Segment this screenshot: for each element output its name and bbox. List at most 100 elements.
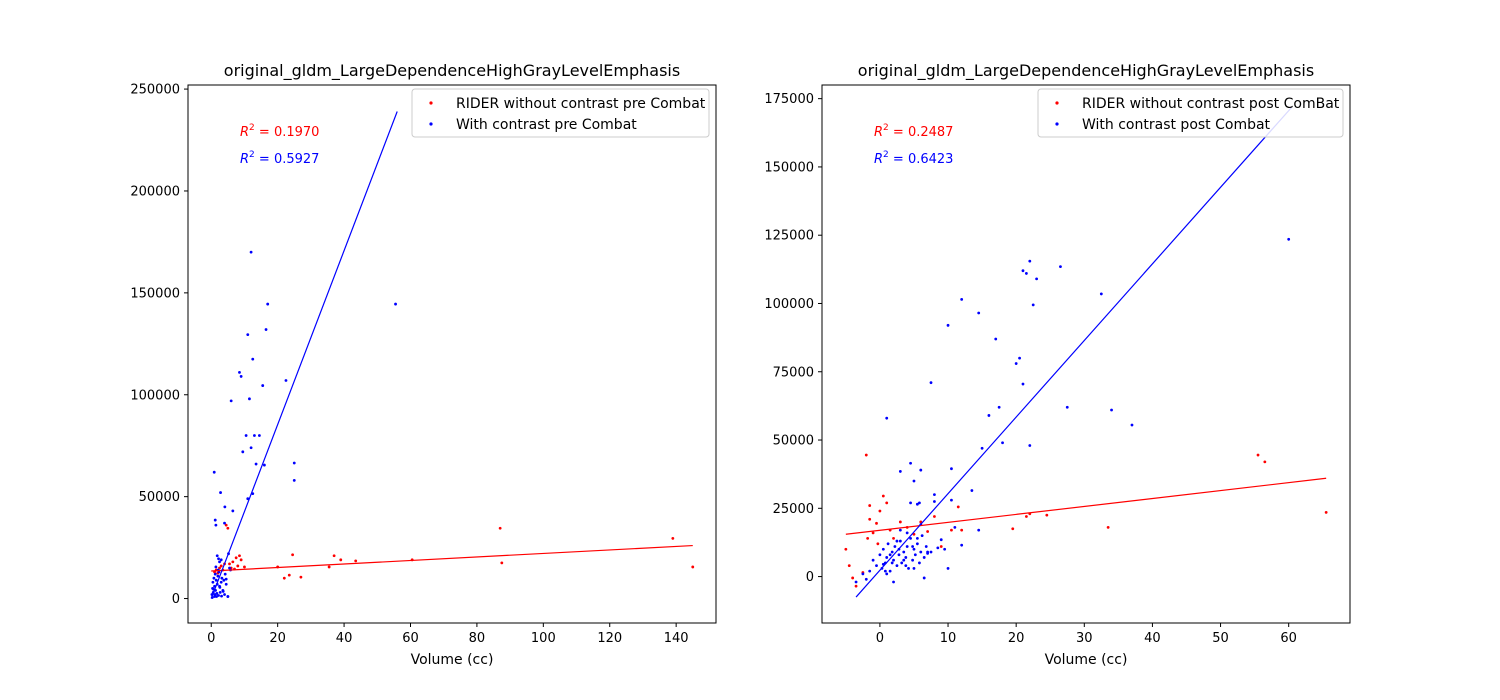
x-tick-label: 40 bbox=[336, 631, 353, 646]
r-squared-annotation: R2 = 0.1970 bbox=[240, 123, 319, 140]
data-point bbox=[980, 446, 984, 450]
data-point bbox=[1021, 269, 1025, 273]
data-point bbox=[888, 569, 892, 573]
data-point bbox=[1018, 356, 1021, 360]
data-point bbox=[212, 576, 216, 580]
data-point bbox=[1021, 382, 1025, 386]
data-point bbox=[905, 545, 909, 548]
data-point bbox=[1035, 277, 1039, 281]
data-point bbox=[915, 542, 919, 546]
data-point bbox=[1059, 265, 1062, 269]
data-point bbox=[919, 550, 923, 554]
y-tick-label: 175000 bbox=[764, 92, 814, 107]
data-point bbox=[220, 576, 224, 580]
data-point bbox=[907, 566, 910, 570]
data-point bbox=[248, 397, 251, 401]
data-point bbox=[1011, 527, 1015, 531]
data-point bbox=[970, 489, 974, 492]
data-point bbox=[292, 478, 296, 482]
r-squared-annotation: R2 = 0.5927 bbox=[240, 150, 319, 167]
x-tick-label: 100 bbox=[531, 631, 556, 646]
y-tick-label: 0 bbox=[806, 570, 814, 585]
data-point bbox=[904, 564, 908, 568]
data-point bbox=[224, 577, 228, 581]
data-point bbox=[915, 536, 919, 540]
data-point bbox=[868, 517, 872, 521]
y-tick-label: 100000 bbox=[764, 297, 814, 312]
data-point bbox=[287, 573, 291, 577]
data-point bbox=[217, 557, 220, 561]
data-point bbox=[888, 553, 892, 557]
data-point bbox=[851, 576, 855, 580]
data-point bbox=[864, 453, 868, 457]
data-point bbox=[892, 580, 895, 584]
data-point bbox=[950, 528, 953, 532]
data-point bbox=[254, 462, 258, 466]
data-point bbox=[327, 565, 331, 569]
data-point bbox=[1028, 444, 1032, 447]
legend-entry: RIDER without contrast pre Combat bbox=[456, 96, 706, 112]
data-point bbox=[212, 470, 216, 474]
data-point bbox=[885, 572, 889, 576]
y-tick-label: 50000 bbox=[773, 434, 814, 449]
data-point bbox=[1130, 423, 1134, 427]
data-point bbox=[918, 501, 921, 505]
series-without-contrast bbox=[213, 523, 695, 580]
data-point bbox=[868, 569, 872, 573]
data-point bbox=[897, 553, 901, 557]
x-tick-label: 140 bbox=[664, 631, 689, 646]
data-point bbox=[933, 493, 936, 497]
data-point bbox=[854, 584, 858, 588]
data-point bbox=[1110, 408, 1113, 412]
legend-marker bbox=[1055, 122, 1059, 126]
series-without-contrast bbox=[844, 453, 1328, 588]
series-with-contrast bbox=[854, 237, 1291, 584]
data-point bbox=[898, 520, 902, 524]
x-tick-label: 50 bbox=[1212, 631, 1229, 646]
data-point bbox=[929, 381, 933, 385]
data-point bbox=[866, 536, 870, 540]
data-point bbox=[878, 509, 882, 513]
data-point bbox=[214, 565, 218, 569]
data-point bbox=[238, 370, 241, 374]
data-point bbox=[902, 550, 906, 554]
data-point bbox=[229, 399, 233, 403]
data-point bbox=[257, 434, 261, 437]
legend-marker bbox=[429, 101, 433, 105]
data-point bbox=[215, 595, 218, 598]
x-axis-label: Volume (cc) bbox=[411, 652, 494, 668]
data-point bbox=[868, 504, 872, 507]
axes-frame bbox=[821, 84, 1351, 624]
data-point bbox=[933, 515, 936, 518]
data-point bbox=[909, 461, 912, 465]
data-point bbox=[292, 461, 296, 465]
data-point bbox=[253, 434, 256, 437]
data-point bbox=[885, 416, 889, 420]
legend-box bbox=[411, 88, 710, 138]
data-point bbox=[861, 572, 865, 576]
data-point bbox=[1001, 441, 1004, 445]
data-point bbox=[922, 556, 926, 559]
data-point bbox=[500, 561, 504, 565]
data-point bbox=[1028, 259, 1032, 263]
data-point bbox=[339, 558, 343, 562]
data-point bbox=[224, 582, 228, 586]
data-point bbox=[1324, 510, 1328, 514]
data-point bbox=[218, 591, 222, 594]
data-point bbox=[898, 470, 902, 473]
data-point bbox=[221, 590, 225, 593]
data-point bbox=[246, 333, 250, 337]
data-point bbox=[904, 556, 908, 559]
y-tick-label: 125000 bbox=[764, 229, 814, 244]
data-point bbox=[218, 566, 221, 570]
data-point bbox=[895, 564, 899, 568]
data-point bbox=[243, 565, 246, 569]
x-tick-label: 120 bbox=[597, 631, 622, 646]
data-point bbox=[1065, 405, 1069, 409]
data-point bbox=[915, 502, 919, 506]
data-point bbox=[332, 554, 336, 558]
data-point bbox=[936, 546, 940, 550]
plot-area bbox=[844, 106, 1328, 598]
data-point bbox=[236, 564, 240, 568]
